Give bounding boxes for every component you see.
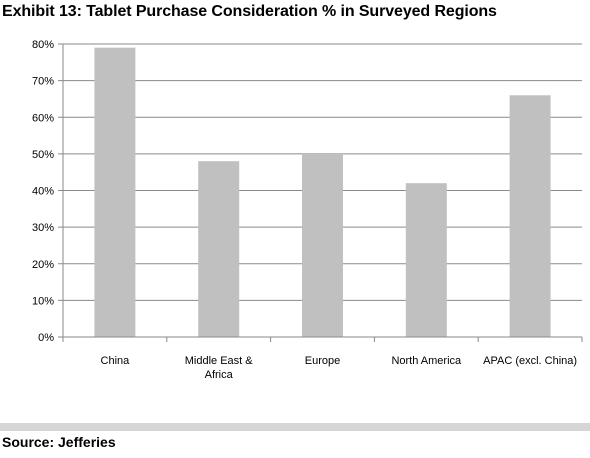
bars (94, 47, 551, 338)
y-tick-label: 70% (32, 76, 54, 88)
bar (405, 183, 447, 337)
axes (58, 43, 583, 342)
bar (509, 95, 551, 338)
bar-chart: 0% 10% 20% 30% 40% 50% 60% 70% 80% China Middle E… (32, 39, 583, 381)
x-tick-label: North America (391, 355, 462, 367)
chart-area: 0% 10% 20% 30% 40% 50% 60% 70% 80% China Middle E… (0, 24, 590, 409)
x-tick-labels: China Middle East & Africa Europe North Amer… (101, 355, 578, 381)
y-tick-label: 30% (32, 222, 54, 234)
y-tick-label: 60% (32, 112, 54, 124)
y-tick-label: 20% (32, 259, 54, 271)
x-tick-label: China (101, 355, 131, 367)
y-tick-label: 50% (32, 149, 54, 161)
y-tick-label: 10% (32, 295, 54, 307)
footer-separator (0, 423, 590, 431)
bar (198, 161, 240, 337)
y-tick-label: 40% (32, 186, 54, 198)
source-note: Source: Jefferies (2, 434, 116, 450)
bar (94, 47, 136, 337)
chart-title: Exhibit 13: Tablet Purchase Consideratio… (2, 3, 497, 20)
y-tick-labels: 0% 10% 20% 30% 40% 50% 60% 70% 80% (32, 39, 54, 344)
bar (302, 153, 343, 337)
x-tick-label: Europe (305, 355, 340, 367)
y-tick-label: 80% (32, 39, 54, 51)
x-tick-label: Africa (205, 369, 234, 381)
x-tick-label: APAC (excl. China) (483, 355, 577, 367)
y-tick-label: 0% (38, 332, 54, 344)
x-tick-label: Middle East & (185, 355, 254, 367)
